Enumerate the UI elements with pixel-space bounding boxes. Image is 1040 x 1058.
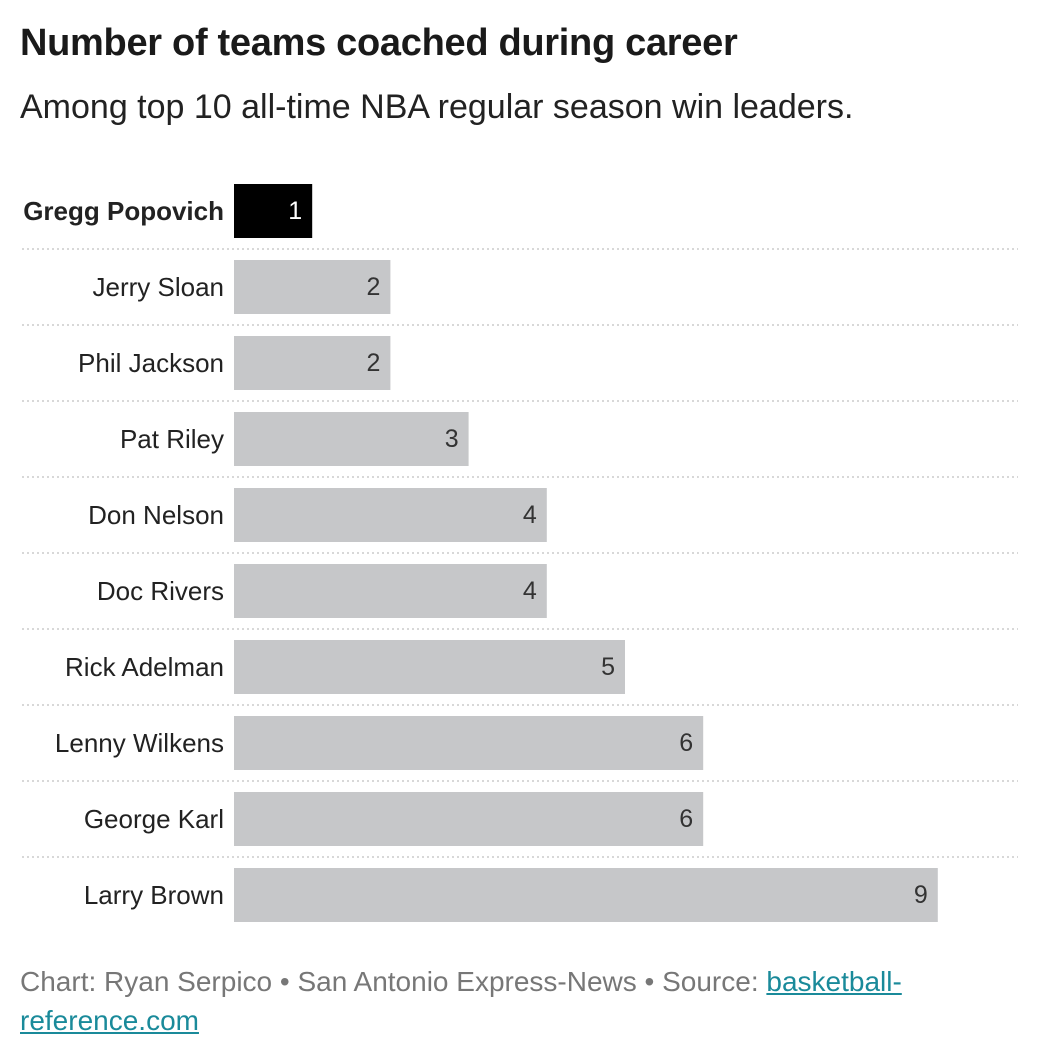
value-label: 1 <box>288 197 302 225</box>
value-label: 6 <box>679 729 693 757</box>
value-label: 6 <box>679 805 693 833</box>
bar-chart: Gregg Popovich 1 Jerry Sloan 2 Phil Jackson 2… <box>22 184 1018 922</box>
value-label: 3 <box>445 425 459 453</box>
category-label: George Karl <box>84 804 224 834</box>
category-label: Larry Brown <box>84 880 224 910</box>
bar <box>234 488 547 542</box>
category-label: Doc Rivers <box>97 576 224 606</box>
value-label: 2 <box>366 273 380 301</box>
chart-title: Number of teams coached during career <box>20 22 738 64</box>
bar <box>234 260 391 314</box>
value-label: 9 <box>914 881 928 909</box>
chart-footer: Chart: Ryan Serpico • San Antonio Expres… <box>20 962 940 1040</box>
category-label: Jerry Sloan <box>93 272 225 302</box>
bar <box>234 564 547 618</box>
credit-text: Chart: Ryan Serpico • San Antonio Expres… <box>20 966 767 997</box>
category-label: Rick Adelman <box>65 652 224 682</box>
bar <box>234 184 313 238</box>
category-label: Lenny Wilkens <box>55 728 224 758</box>
category-label: Pat Riley <box>120 424 224 454</box>
bar <box>234 716 704 770</box>
bar <box>234 868 938 922</box>
bar <box>234 792 704 846</box>
bar <box>234 412 469 466</box>
bar <box>234 640 625 694</box>
value-label: 5 <box>601 653 615 681</box>
value-label: 4 <box>523 501 537 529</box>
value-label: 2 <box>366 349 380 377</box>
bar <box>234 336 391 390</box>
value-label: 4 <box>523 577 537 605</box>
category-label: Gregg Popovich <box>23 196 224 226</box>
source-link[interactable]: basketball-reference.com <box>20 966 902 1036</box>
category-label: Phil Jackson <box>78 348 224 378</box>
chart-subtitle: Among top 10 all-time NBA regular season… <box>20 88 854 126</box>
category-label: Don Nelson <box>88 500 224 530</box>
